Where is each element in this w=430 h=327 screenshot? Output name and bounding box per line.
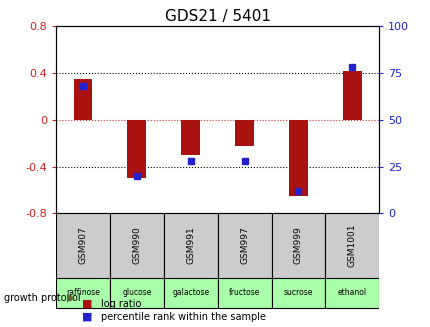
Text: log ratio: log ratio <box>101 299 141 309</box>
Text: ▶: ▶ <box>67 293 75 302</box>
Text: GSM991: GSM991 <box>186 227 195 265</box>
Text: GSM997: GSM997 <box>240 227 249 265</box>
Text: galactose: galactose <box>172 288 209 297</box>
Bar <box>289 120 307 196</box>
Text: sucrose: sucrose <box>283 288 313 297</box>
Text: GSM1001: GSM1001 <box>347 224 356 267</box>
Bar <box>74 79 92 120</box>
FancyBboxPatch shape <box>217 214 271 278</box>
Text: raffinose: raffinose <box>66 288 100 297</box>
FancyBboxPatch shape <box>271 214 325 278</box>
FancyBboxPatch shape <box>110 214 163 278</box>
Text: ■: ■ <box>82 299 92 309</box>
FancyBboxPatch shape <box>56 214 110 278</box>
FancyBboxPatch shape <box>325 278 378 308</box>
Text: GSM907: GSM907 <box>78 227 87 265</box>
Bar <box>181 120 200 155</box>
Text: percentile rank within the sample: percentile rank within the sample <box>101 312 266 322</box>
FancyBboxPatch shape <box>217 278 271 308</box>
FancyBboxPatch shape <box>56 278 110 308</box>
FancyBboxPatch shape <box>110 278 163 308</box>
Text: ■: ■ <box>82 312 92 322</box>
Text: GSM999: GSM999 <box>293 227 302 265</box>
FancyBboxPatch shape <box>163 278 217 308</box>
Text: GSM990: GSM990 <box>132 227 141 265</box>
Bar <box>235 120 253 146</box>
FancyBboxPatch shape <box>163 214 217 278</box>
FancyBboxPatch shape <box>325 214 378 278</box>
FancyBboxPatch shape <box>271 278 325 308</box>
Bar <box>127 120 146 178</box>
Text: growth protocol: growth protocol <box>4 293 81 302</box>
Text: ethanol: ethanol <box>337 288 366 297</box>
Text: fructose: fructose <box>228 288 260 297</box>
Text: glucose: glucose <box>122 288 151 297</box>
Title: GDS21 / 5401: GDS21 / 5401 <box>164 9 270 24</box>
Bar <box>342 71 361 120</box>
